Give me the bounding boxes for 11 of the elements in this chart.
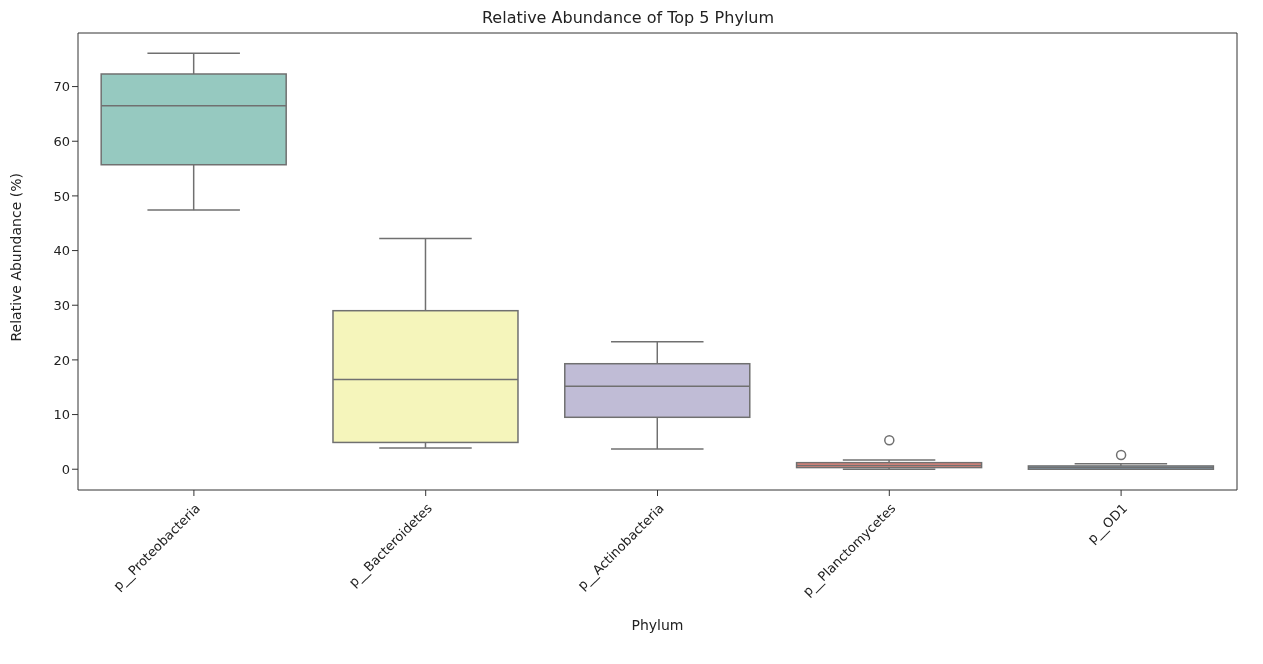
y-tick-label: 50 [53,188,70,204]
y-tick-label: 40 [53,243,70,259]
y-tick-label: 20 [53,352,70,368]
y-tick-label: 0 [61,461,70,477]
y-axis-title: Relative Abundance (%) [7,173,24,342]
x-axis-title: Phylum [631,617,684,633]
y-tick-label: 60 [53,133,70,149]
y-tick-label: 70 [53,79,70,95]
chart-title: Relative Abundance of Top 5 Phylum [480,8,776,29]
y-tick-label: 10 [53,407,70,423]
y-tick-label: 30 [53,297,70,313]
